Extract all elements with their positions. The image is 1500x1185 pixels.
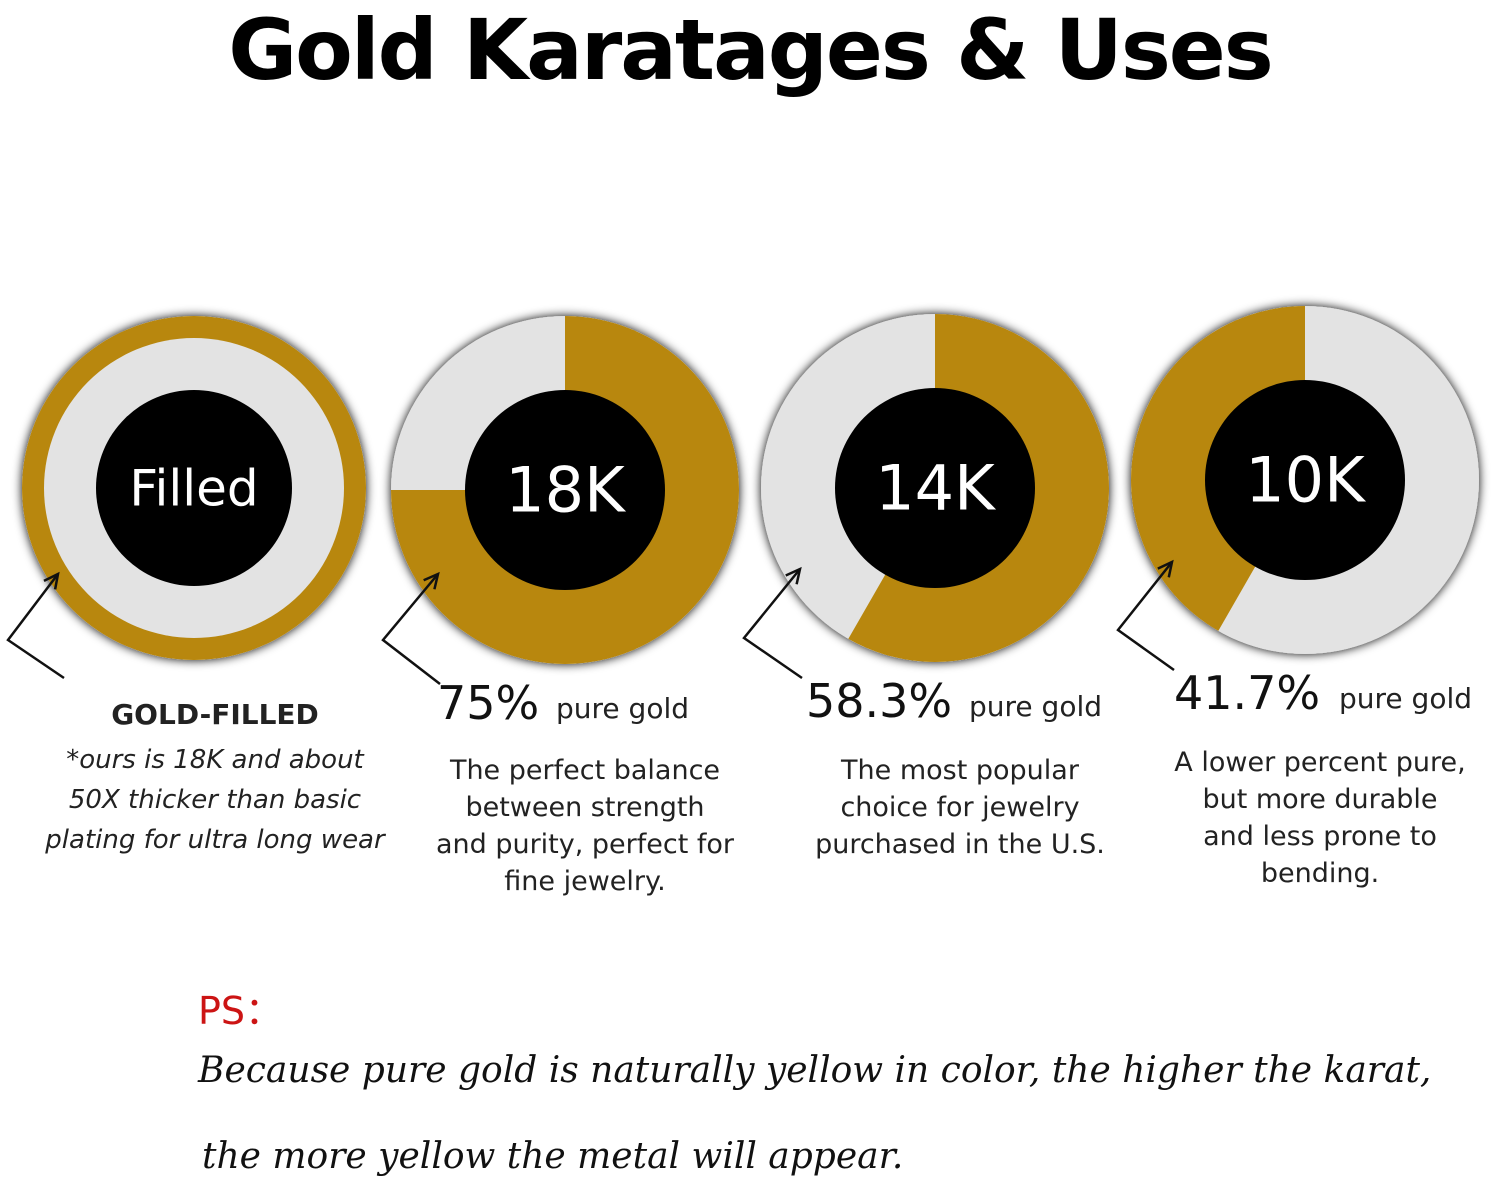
percent-18k: 75% (437, 676, 540, 730)
karat-label: 18K (505, 454, 626, 527)
arrowhead (423, 571, 440, 590)
percent-10k: 41.7% (1174, 666, 1321, 720)
description-line: between strength (465, 792, 705, 823)
pure-gold-label-10k: pure gold (1339, 682, 1472, 715)
arrowhead (785, 566, 802, 585)
karat-label: 14K (875, 452, 996, 525)
description-18k: The perfect balance between strength and… (420, 752, 750, 900)
pure-gold-label-14k: pure gold (969, 690, 1102, 723)
donut-14k: 14K (742, 314, 1110, 680)
description-line: but more durable (1202, 784, 1438, 815)
description-line: The most popular (841, 755, 1079, 786)
pure-gold-label-18k: pure gold (556, 692, 689, 725)
karat-label: 10K (1245, 444, 1366, 517)
pointer-arrow (381, 573, 441, 685)
gold-filled-note-line: plating for ultra long wear (45, 825, 385, 855)
description-line: and purity, perfect for (435, 829, 735, 860)
center-disk (1205, 380, 1405, 580)
pointer-arrow (6, 573, 65, 680)
description-line: fine jewelry. (504, 866, 666, 897)
center-disk (465, 390, 665, 590)
description-line: choice for jewelry (840, 792, 1080, 823)
pointer-arrow (1116, 561, 1175, 672)
center-disk (96, 390, 292, 586)
center-disk (835, 388, 1035, 588)
gold-filled-note-line: *ours is 18K and about (66, 745, 364, 775)
donut-10k: 10K (1116, 306, 1479, 672)
description-line: purchased in the U.S. (815, 829, 1105, 860)
donut-18k: 18K (381, 316, 739, 685)
karat-label: Filled (129, 460, 258, 518)
percent-14k: 58.3% (806, 674, 953, 728)
gold-filled-heading: GOLD-FILLED (111, 698, 319, 731)
description-line: bending. (1260, 858, 1380, 889)
ps-line-2: the more yellow the metal will appear. (202, 1136, 904, 1177)
page-title: Gold Karatages & Uses (228, 1, 1274, 99)
arrowhead (43, 571, 60, 590)
description-line: and less prone to (1203, 821, 1437, 852)
ps-line-1: Because pure gold is naturally yellow in… (198, 1050, 1432, 1091)
ps-label: PS： (198, 989, 284, 1033)
donut-filled: Filled (6, 316, 366, 680)
description-14k: The most popular choice for jewelry purc… (795, 752, 1125, 863)
gold-filled-note-line: 50X thicker than basic (68, 785, 362, 815)
arrowhead (1157, 559, 1174, 578)
description-10k: A lower percent pure, but more durable a… (1165, 744, 1475, 892)
pointer-arrow (742, 568, 803, 680)
description-line: A lower percent pure, (1174, 747, 1466, 778)
description-line: The perfect balance (449, 755, 721, 786)
karat-donut-charts: Filled 18K 14K 10K (6, 306, 1479, 685)
gold-filled-note: *ours is 18K and about 50X thicker than … (30, 740, 400, 860)
